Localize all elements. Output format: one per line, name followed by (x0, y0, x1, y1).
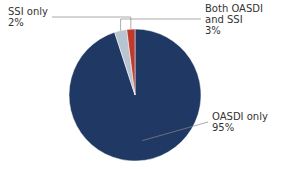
chart: OASDI only95% Both OASDIand SSI3% SSI only… (0, 0, 299, 169)
leader-line (121, 19, 201, 31)
slice-label-line: SSI only (8, 6, 48, 17)
leader-line (142, 122, 208, 141)
slice-label-line: OASDI only (212, 111, 268, 122)
slice-label: SSI only (8, 6, 48, 17)
slice-label: OASDI only (212, 111, 268, 122)
slice-label-line: and SSI (205, 14, 243, 25)
pie (69, 29, 201, 161)
slice (115, 30, 135, 95)
slice (127, 29, 135, 95)
slice-label: Both OASDIand SSI (205, 3, 263, 25)
data-label: 3% (205, 25, 221, 36)
data-label: 2% (8, 17, 24, 28)
data-label: 95% (212, 122, 234, 133)
leader-line (52, 17, 131, 29)
labels: OASDI only95% Both OASDIand SSI3% SSI only… (8, 3, 268, 134)
slice-label-line: Both OASDI (205, 3, 263, 14)
slice (69, 29, 201, 161)
